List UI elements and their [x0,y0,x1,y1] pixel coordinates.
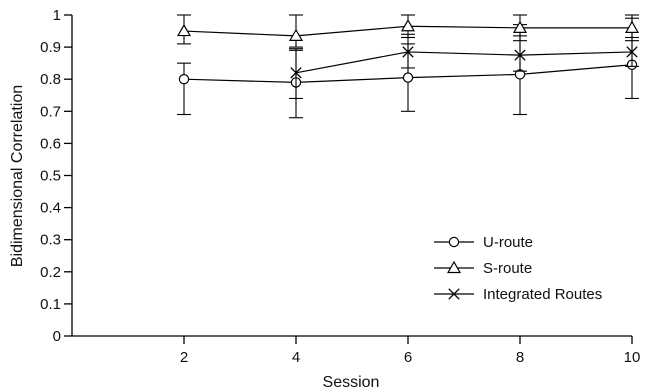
data-point [288,28,304,41]
y-tick-label: 0.7 [40,103,61,120]
legend-label: U-route [483,234,533,251]
legend: U-route S-route Integrated Routes [434,234,602,303]
error-bar [513,35,527,72]
x-tick-label: 6 [404,349,412,366]
data-point [626,46,638,58]
data-point [512,20,528,33]
y-tick-label: 0 [53,328,61,345]
y-tick-label: 0.3 [40,232,61,249]
series-x [289,33,639,100]
data-point [176,23,192,37]
series-line [295,51,633,74]
data-point [290,67,302,79]
y-tick-label: 0.9 [40,39,61,56]
legend-marker [446,260,462,274]
legend-marker [448,236,460,248]
y-tick-label: 0.8 [40,71,61,88]
y-tick-label: 0.6 [40,135,61,152]
x-tick-label: 8 [516,349,524,366]
x-tick-label: 4 [292,349,300,366]
y-axis-title: Bidimensional Correlation [9,85,26,267]
x-tick-label: 10 [624,349,641,366]
data-point [624,20,640,33]
data-point [402,72,414,83]
series-layer [176,14,640,119]
legend-label: Integrated Routes [483,286,602,303]
y-tick-label: 0.4 [40,200,61,217]
y-tick-label: 0.5 [40,168,61,185]
series-triangle [176,14,640,48]
data-point [514,49,526,61]
legend-label: S-route [483,260,532,277]
error-bar [177,62,191,116]
y-tick-label: 0.1 [40,296,61,313]
data-point [400,19,416,32]
y-tick-label: 1 [53,7,61,24]
legend-marker [448,288,460,300]
legend-item: Integrated Routes [434,286,602,303]
y-tick-label: 0.2 [40,264,61,281]
legend-item: U-route [434,234,533,251]
data-point [178,73,190,85]
legend-item: S-route [434,260,532,277]
axes: 0 0.1 0.2 0.3 0.4 0.5 0.6 0.7 0.8 0.9 1 2 4 6 8 10 [40,7,640,366]
data-point [402,46,414,58]
x-tick-label: 2 [180,349,188,366]
x-axis-title: Session [323,374,380,391]
